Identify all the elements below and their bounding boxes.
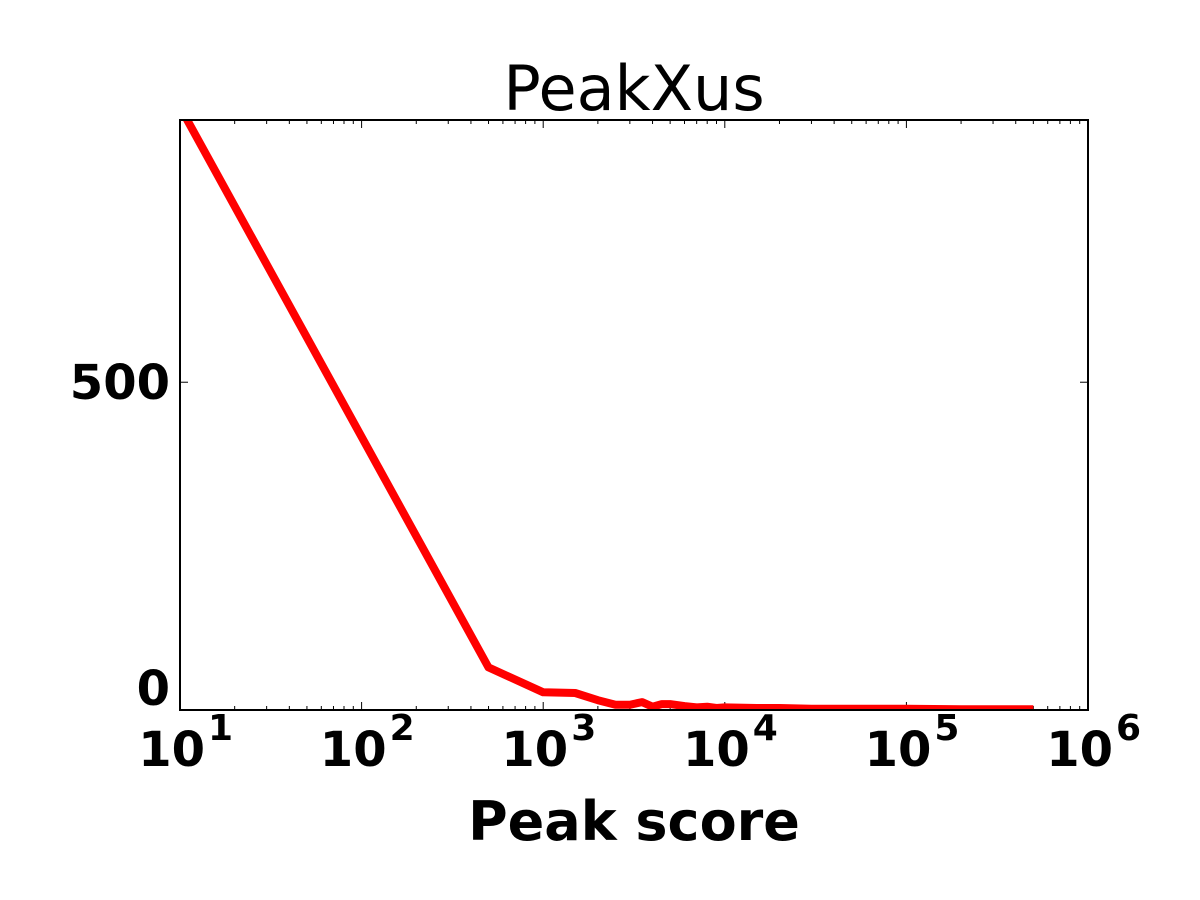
series-line (182, 120, 1034, 710)
x-tick-label-base: 10 (320, 722, 387, 778)
y-tick-label: 500 (70, 355, 170, 411)
x-tick-label-exponent: 6 (1116, 708, 1141, 749)
x-tick-label-base: 10 (501, 722, 568, 778)
plot-frame (179, 119, 1089, 711)
x-axis-label: Peak score (468, 790, 800, 853)
x-tick-label-base: 10 (1046, 722, 1113, 778)
x-tick-label-exponent: 3 (571, 708, 596, 749)
x-tick-label-base: 10 (865, 722, 932, 778)
x-tick-label-base: 10 (138, 722, 205, 778)
x-tick-label-exponent: 2 (390, 708, 415, 749)
chart-title: PeakXus (503, 52, 764, 125)
x-tick-label-base: 10 (683, 722, 750, 778)
x-tick-label-exponent: 4 (753, 708, 778, 749)
x-tick-label-exponent: 5 (934, 708, 959, 749)
x-tick-label-exponent: 1 (208, 708, 233, 749)
y-tick-label: 0 (137, 661, 170, 717)
